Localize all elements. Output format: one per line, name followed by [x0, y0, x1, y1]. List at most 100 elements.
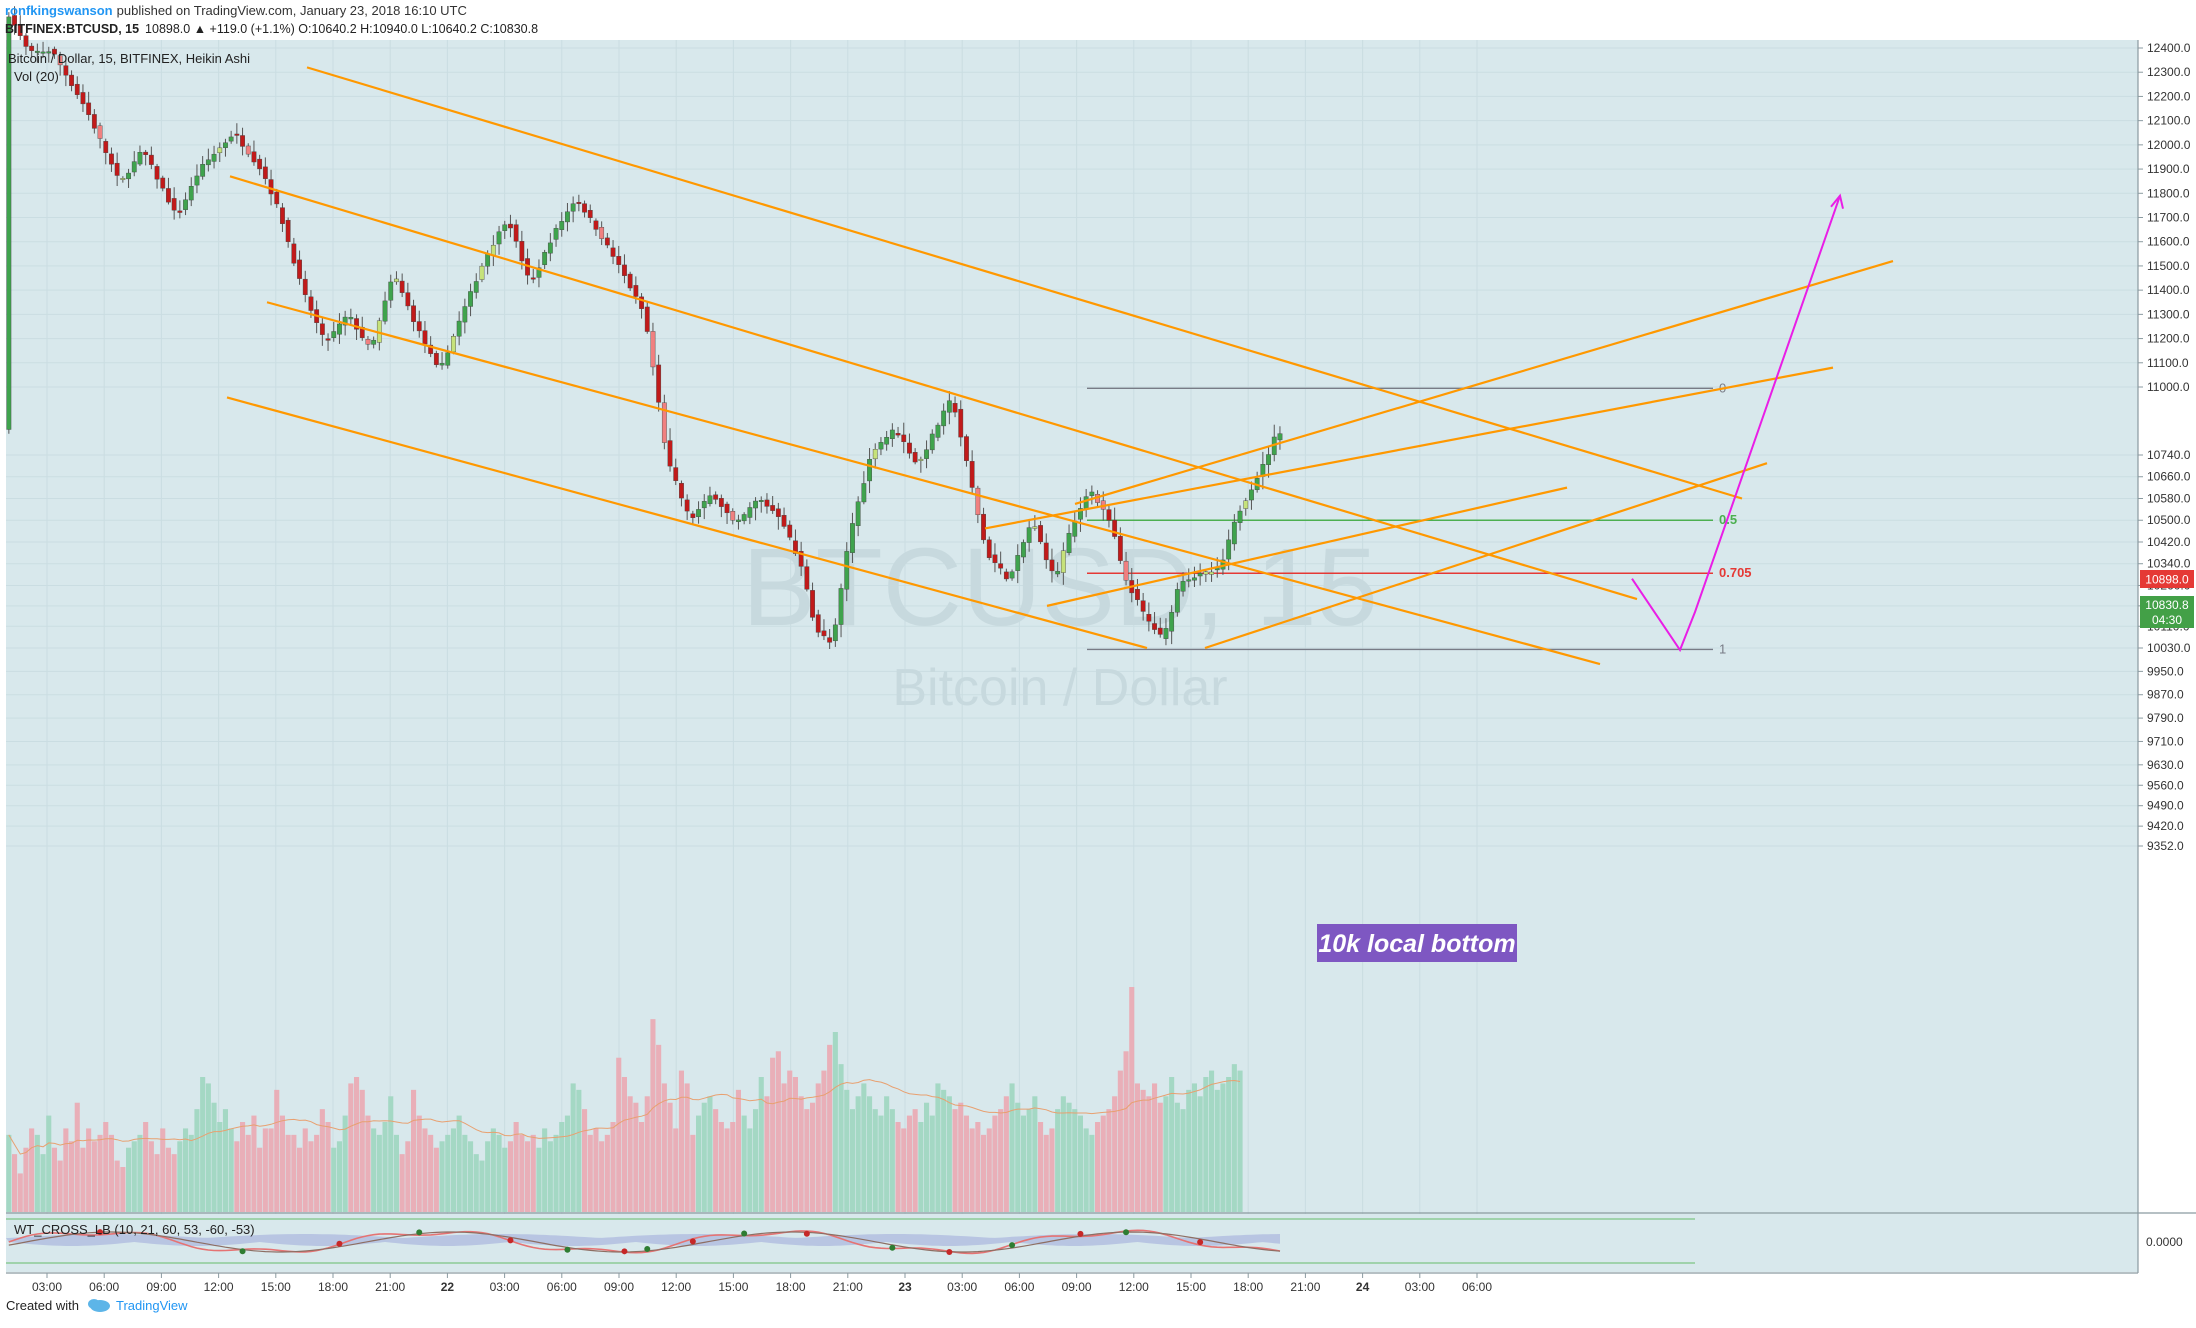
volume-bar [450, 1128, 456, 1212]
volume-bar [844, 1089, 850, 1212]
volume-bar [941, 1089, 947, 1212]
candle-body [1146, 614, 1152, 622]
candle-body [1180, 581, 1186, 592]
volume-bar [137, 1134, 143, 1212]
candle-body [251, 151, 257, 163]
candle-body [394, 278, 399, 283]
candle-body [1112, 519, 1118, 537]
volume-bar [1237, 1070, 1243, 1212]
volume-bar [234, 1141, 240, 1212]
annotation-text: 10k local bottom [1318, 930, 1515, 958]
candle-body [17, 24, 23, 36]
candle-body [1209, 571, 1214, 575]
candle-body [565, 211, 570, 223]
candle-body [998, 563, 1004, 569]
volume-bar [724, 1128, 730, 1212]
candle-body [205, 159, 211, 166]
volume-bar [530, 1134, 536, 1212]
oscillator-cross-dot [507, 1237, 514, 1244]
volume-bar [69, 1141, 75, 1212]
volume-bar [810, 1102, 816, 1212]
candle-body [912, 452, 918, 463]
volume-bar [160, 1128, 166, 1212]
candle-body [644, 306, 650, 332]
candle-body [736, 519, 741, 522]
volume-legend[interactable]: Vol (20) [14, 69, 59, 84]
volume-bar [97, 1134, 103, 1212]
candle-body [399, 280, 405, 293]
fib-level-label: 0.705 [1719, 565, 1752, 580]
volume-bar [986, 1128, 992, 1212]
oscillator-cross-dot [803, 1230, 810, 1237]
time-axis[interactable]: 03:00 06:00 09:00 12:00 15:00 18:00 21:00 22 03:… [32, 1273, 1492, 1294]
volume-bar [74, 1102, 80, 1212]
volume-bar [336, 1141, 342, 1212]
time-tick-label: 12:00 [204, 1280, 234, 1294]
volume-bar [1095, 1122, 1101, 1212]
candle-body [650, 331, 656, 368]
oscillator-pane: WT_CROSS_LB (10, 21, 60, 53, -60, -53) 0… [6, 1212, 2196, 1272]
price-tick-label: 10500.0 [2147, 513, 2191, 527]
volume-bar [992, 1115, 998, 1212]
volume-bar [1180, 1109, 1186, 1212]
channel-line [306, 66, 1743, 500]
candle-body [1026, 527, 1032, 543]
quote-values: 10898.0 ▲ +119.0 (+1.1%) O:10640.2 H:109… [145, 22, 538, 36]
publisher-name[interactable]: ronfkingswanson [5, 3, 113, 18]
candle-body [724, 503, 730, 514]
trend-channels[interactable] [226, 66, 1894, 666]
candle-body [1203, 571, 1209, 575]
candles [6, 6, 1283, 650]
volume-bar [998, 1109, 1004, 1212]
volume-bar [382, 1122, 388, 1212]
volume-bar [274, 1089, 280, 1212]
candle-body [223, 142, 228, 148]
volume-bar [713, 1109, 719, 1212]
volume-bar [354, 1077, 360, 1212]
tradingview-brand[interactable]: TradingView [116, 1298, 188, 1313]
volume-bar [63, 1128, 69, 1212]
volume-bar [696, 1115, 702, 1212]
volume-bar [251, 1115, 257, 1212]
candle-body [696, 509, 701, 518]
volume-bar [57, 1160, 63, 1212]
candle-body [1083, 496, 1089, 510]
candle-body [245, 145, 251, 155]
candle-body [975, 487, 981, 516]
price-tick-label: 11200.0 [2147, 332, 2190, 346]
symbol-label[interactable]: BITFINEX:BTCUSD, 15 [5, 22, 139, 36]
candle-body [177, 210, 183, 213]
close-price-box [2140, 596, 2194, 628]
candle-body [610, 247, 616, 257]
publish-line: ronfkingswanson published on TradingView.… [5, 3, 467, 18]
volume-bar [878, 1115, 884, 1212]
series-legend[interactable]: Bitcoin / Dollar, 15, BITFINEX, Heikin A… [8, 51, 250, 66]
candle-body [468, 291, 473, 307]
price-axis[interactable]: 12400.0 12300.0 12200.0 12100.0 12000.0 11900… [2138, 41, 2191, 853]
volume-bar [952, 1109, 958, 1212]
candle-body [234, 133, 240, 136]
annotation-box [1317, 924, 1517, 962]
volume-bar [1163, 1096, 1169, 1212]
volume-bar [245, 1134, 251, 1212]
volume-bar [40, 1154, 46, 1212]
candle-body [867, 459, 872, 482]
volume-bar [701, 1102, 707, 1212]
projection-arrow[interactable] [1631, 193, 1844, 653]
annotation-label[interactable]: 10k local bottom [1317, 924, 1517, 962]
volume-bar [804, 1109, 810, 1212]
candle-body [542, 252, 548, 265]
candle-body [827, 637, 833, 643]
candle-body [148, 154, 154, 165]
candle-body [211, 153, 217, 162]
volume-bar [165, 1147, 171, 1212]
candle-body [861, 483, 867, 503]
candle-body [502, 224, 508, 231]
candle-body [981, 513, 986, 541]
volume-bar [228, 1128, 234, 1212]
candle-body [992, 554, 998, 563]
candle-body [964, 436, 969, 461]
volume-bar [445, 1134, 451, 1212]
candle-body [707, 495, 713, 504]
